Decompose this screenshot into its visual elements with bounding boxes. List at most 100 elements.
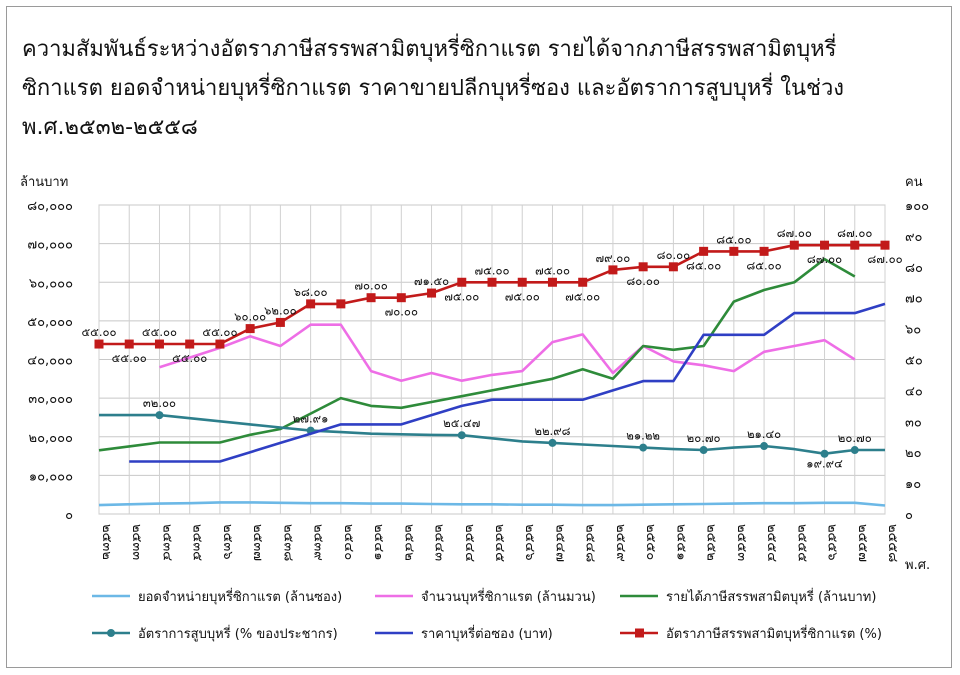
x-tick-label: ๒๕๔๙ xyxy=(613,524,628,562)
square-marker xyxy=(336,299,346,309)
x-tick-label: ๒๕๓๔ xyxy=(159,524,174,561)
left-tick-label: ๖๐,๐๐๐ xyxy=(29,276,73,291)
circle-marker xyxy=(548,438,557,447)
right-axis-label: คน xyxy=(905,175,923,190)
data-label: ๕๕.๐๐ xyxy=(81,325,116,339)
data-label: ๒๗.๙๑ xyxy=(293,412,329,426)
x-tick-label: ๒๕๕๑ xyxy=(673,524,688,561)
title-line-2: ซิกาแรต ยอดจำหน่ายบุหรี่ซิกาแรต ราคาขายป… xyxy=(22,76,845,101)
data-label: ๗๕.๐๐ xyxy=(535,263,570,277)
legend-label: จำนวนบุหรี่ซิกาแรต (ล้านมวน) xyxy=(421,588,596,605)
left-tick-label: ๔๐,๐๐๐ xyxy=(27,354,73,369)
square-marker xyxy=(668,262,678,272)
series-line xyxy=(98,257,856,452)
data-label: ๕๕.๐๐ xyxy=(112,351,147,365)
square-marker xyxy=(699,246,709,256)
data-label: ๘๗.๐๐ xyxy=(807,252,842,266)
right-tick-label: ๕๐ xyxy=(905,354,923,369)
data-label: ๘๗.๐๐ xyxy=(837,226,872,240)
right-tick-label: ๔๐ xyxy=(905,384,923,399)
circle-marker xyxy=(820,449,829,458)
square-marker xyxy=(275,317,285,327)
x-tick-label: ๒๕๔๕ xyxy=(492,524,507,562)
square-marker xyxy=(578,277,588,287)
square-marker xyxy=(185,339,195,349)
x-tick-label: ๒๕๓๒ xyxy=(99,524,114,560)
x-tick-label: ๒๕๓๓ xyxy=(129,524,144,560)
data-label: ๗๑.๕๐ xyxy=(414,274,449,288)
right-tick-label: ๑๐๐ xyxy=(905,199,929,214)
square-marker xyxy=(638,262,648,272)
x-tick-label: ๒๕๕๘ xyxy=(885,524,900,562)
legend-label: อัตราการสูบบุหรี่ (% ของประชากร) xyxy=(138,625,338,642)
chart-axes: ๐ ๑๐,๐๐๐ ๒๐,๐๐๐ ๓๐,๐๐๐ ๔๐,๐๐๐ ๕๐,๐๐๐ ๖๐,๐๐๐ ๗๐,… xyxy=(20,175,930,573)
left-axis-label: ล้านบาท xyxy=(20,175,68,190)
x-tick-label: ๒๕๔๑ xyxy=(371,524,386,561)
x-axis-label: พ.ศ. xyxy=(905,558,930,573)
x-tick-label: ๒๕๓๙ xyxy=(311,524,326,561)
square-marker xyxy=(487,277,497,287)
legend-label: รายได้ภาษีสรรพสามิตบุหรี่ (ล้านบาท) xyxy=(666,588,876,605)
chart-grid xyxy=(98,204,886,515)
square-marker xyxy=(366,293,376,303)
title-line-3: พ.ศ.๒๕๓๒-๒๕๕๘ xyxy=(22,115,198,140)
right-tick-label: ๙๐ xyxy=(905,230,923,245)
data-label: ๗๐.๐๐ xyxy=(385,305,418,319)
data-label: ๗๙.๐๐ xyxy=(596,251,631,265)
x-tick-label: ๒๕๔๔ xyxy=(462,524,477,562)
data-label: ๗๕.๐๐ xyxy=(444,289,479,303)
data-label: ๗๕.๐๐ xyxy=(474,263,509,277)
x-tick-label: ๒๕๔๒ xyxy=(401,524,416,561)
data-label: ๘๕.๐๐ xyxy=(746,258,781,272)
square-marker xyxy=(457,277,467,287)
x-tick-label: ๒๕๕๒ xyxy=(704,524,719,561)
square-marker xyxy=(880,240,890,250)
data-label: ๕๕.๐๐ xyxy=(172,351,207,365)
square-marker xyxy=(154,339,164,349)
data-label: ๗๕.๐๐ xyxy=(565,289,600,303)
data-label: ๖๐.๐๐ xyxy=(234,310,266,324)
right-tick-label: ๗๐ xyxy=(905,292,923,307)
x-tick-label: ๒๕๕๕ xyxy=(794,524,809,562)
right-tick-label: ๒๐ xyxy=(905,446,922,461)
x-tick-label: ๒๕๔๘ xyxy=(583,524,598,562)
x-tick-label: ๒๕๓๖ xyxy=(220,524,235,560)
series-line xyxy=(159,323,856,382)
x-tick-label: ๒๕๕๐ xyxy=(643,524,658,560)
series-line xyxy=(99,413,885,455)
square-marker xyxy=(124,339,134,349)
x-tick-label: ๒๕๔๖ xyxy=(522,524,537,561)
square-marker xyxy=(850,240,860,250)
series-line xyxy=(98,501,886,507)
data-label: ๗๐.๐๐ xyxy=(354,279,387,293)
square-marker xyxy=(608,265,618,275)
circle-marker xyxy=(457,431,466,440)
data-label: ๑๙.๙๔ xyxy=(806,457,843,471)
right-tick-label: ๐ xyxy=(905,508,913,523)
square-marker xyxy=(517,277,527,287)
circle-marker xyxy=(699,446,708,455)
right-tick-label: ๓๐ xyxy=(905,415,922,430)
left-tick-label: ๘๐,๐๐๐ xyxy=(27,199,73,214)
right-tick-label: ๑๐ xyxy=(905,477,921,492)
series-line xyxy=(129,302,886,463)
square-marker xyxy=(306,299,316,309)
square-marker xyxy=(820,240,830,250)
square-marker xyxy=(215,339,225,349)
x-tick-label: ๒๕๕๓ xyxy=(734,524,749,561)
legend-marker xyxy=(635,628,644,638)
left-tick-label: ๒๐,๐๐๐ xyxy=(29,431,74,446)
data-label: ๒๒.๙๘ xyxy=(534,424,570,438)
data-label: ๖๒.๐๐ xyxy=(264,303,297,317)
data-label: ๘๐.๐๐ xyxy=(626,274,660,288)
circle-marker xyxy=(760,442,769,451)
square-marker xyxy=(789,240,799,250)
data-label: ๖๘.๐๐ xyxy=(294,285,328,299)
data-label: ๒๕.๔๗ xyxy=(443,416,480,430)
data-label: ๒๑.๒๒ xyxy=(626,429,660,443)
left-tick-label: ๓๐,๐๐๐ xyxy=(28,392,73,407)
x-tick-label: ๒๕๔๗ xyxy=(552,524,567,562)
right-tick-label: ๘๐ xyxy=(905,261,923,276)
left-tick-label: ๐ xyxy=(65,508,73,523)
